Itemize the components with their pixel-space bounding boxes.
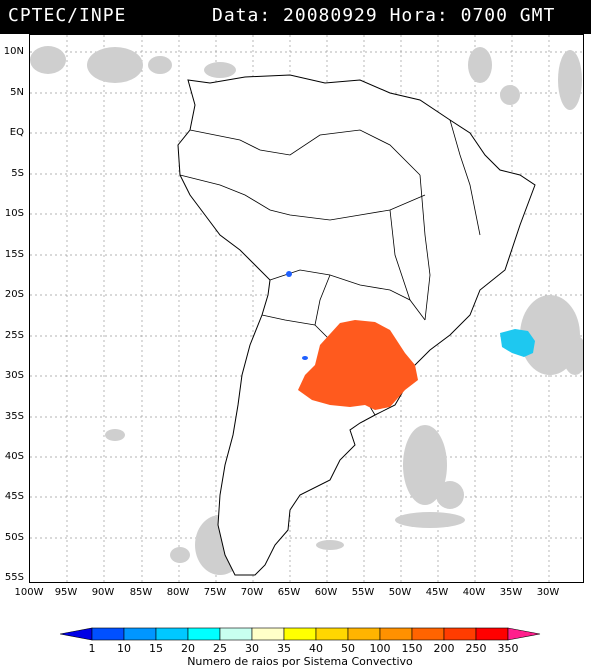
legend-swatch [219, 627, 253, 641]
legend-swatch [251, 627, 285, 641]
legend-tick: 35 [277, 642, 291, 655]
map-canvas [30, 35, 583, 582]
legend-tick: 15 [149, 642, 163, 655]
lon-label: 90W [91, 587, 115, 598]
legend-swatch [283, 627, 317, 641]
lon-label: 60W [314, 587, 338, 598]
lightning-cluster-main [298, 320, 418, 410]
legend-swatch [315, 627, 349, 641]
lat-label: 40S [4, 451, 24, 462]
lat-label: EQ [9, 127, 24, 138]
legend-swatch [187, 627, 221, 641]
lon-label: 35W [499, 587, 523, 598]
lat-label: 10S [4, 208, 24, 219]
lon-label: 55W [351, 587, 375, 598]
hour-value: 0700 GMT [460, 5, 556, 26]
lon-label: 75W [203, 587, 227, 598]
datetime-label: Data: 20080929 Hora: 0700 GMT [212, 5, 555, 26]
hour-label: Hora: [389, 5, 449, 26]
lat-label: 50S [4, 532, 24, 543]
legend-tick: 25 [213, 642, 227, 655]
lon-label: 50W [388, 587, 412, 598]
legend-tick: 40 [309, 642, 323, 655]
map-panel [29, 34, 584, 583]
lon-label: 45W [425, 587, 449, 598]
lat-label: 35S [4, 411, 24, 422]
legend-tick: 250 [465, 642, 487, 655]
source-label: CPTEC/INPE [8, 5, 127, 26]
lat-label: 10N [3, 46, 24, 57]
legend-swatch [379, 627, 413, 641]
lat-label: 5N [10, 87, 24, 98]
lon-label: 100W [14, 587, 44, 598]
legend-swatch [91, 627, 125, 641]
lightning-cluster-small [286, 271, 292, 277]
lon-label: 40W [462, 587, 486, 598]
legend-swatch [411, 627, 445, 641]
legend-swatch [475, 627, 509, 641]
color-scale-legend [60, 627, 541, 641]
legend-tick: 350 [497, 642, 519, 655]
lightning-cluster-ocean [500, 329, 535, 357]
lat-label: 25S [4, 330, 24, 341]
lat-label: 55S [4, 572, 24, 583]
legend-tick: 150 [401, 642, 423, 655]
lat-label: 45S [4, 491, 24, 502]
legend-swatch [60, 627, 93, 641]
lon-label: 95W [54, 587, 78, 598]
legend-tick: 10 [117, 642, 131, 655]
lat-label: 20S [4, 289, 24, 300]
lat-label: 30S [4, 370, 24, 381]
title-bar: CPTEC/INPE Data: 20080929 Hora: 0700 GMT [0, 0, 591, 34]
lon-label: 65W [277, 587, 301, 598]
date-value: 20080929 [283, 5, 378, 26]
date-label: Data: [212, 5, 272, 26]
legend-tick: 200 [433, 642, 455, 655]
legend-swatch [443, 627, 477, 641]
lon-label: 70W [240, 587, 264, 598]
legend-tick: 100 [369, 642, 391, 655]
legend-swatch [123, 627, 157, 641]
legend-swatch [155, 627, 189, 641]
lon-label: 85W [129, 587, 153, 598]
legend-title: Numero de raios por Sistema Convectivo [187, 655, 413, 668]
legend-tick: 30 [245, 642, 259, 655]
legend-swatch [347, 627, 381, 641]
legend-tick: 50 [341, 642, 355, 655]
legend-tick: 1 [88, 642, 96, 655]
lightning-cluster-small-2 [302, 356, 308, 360]
lat-label: 15S [4, 249, 24, 260]
lon-label: 80W [166, 587, 190, 598]
lat-label: 5S [11, 168, 24, 179]
lon-label: 30W [536, 587, 560, 598]
legend-swatch [507, 627, 541, 641]
legend-tick: 20 [181, 642, 195, 655]
